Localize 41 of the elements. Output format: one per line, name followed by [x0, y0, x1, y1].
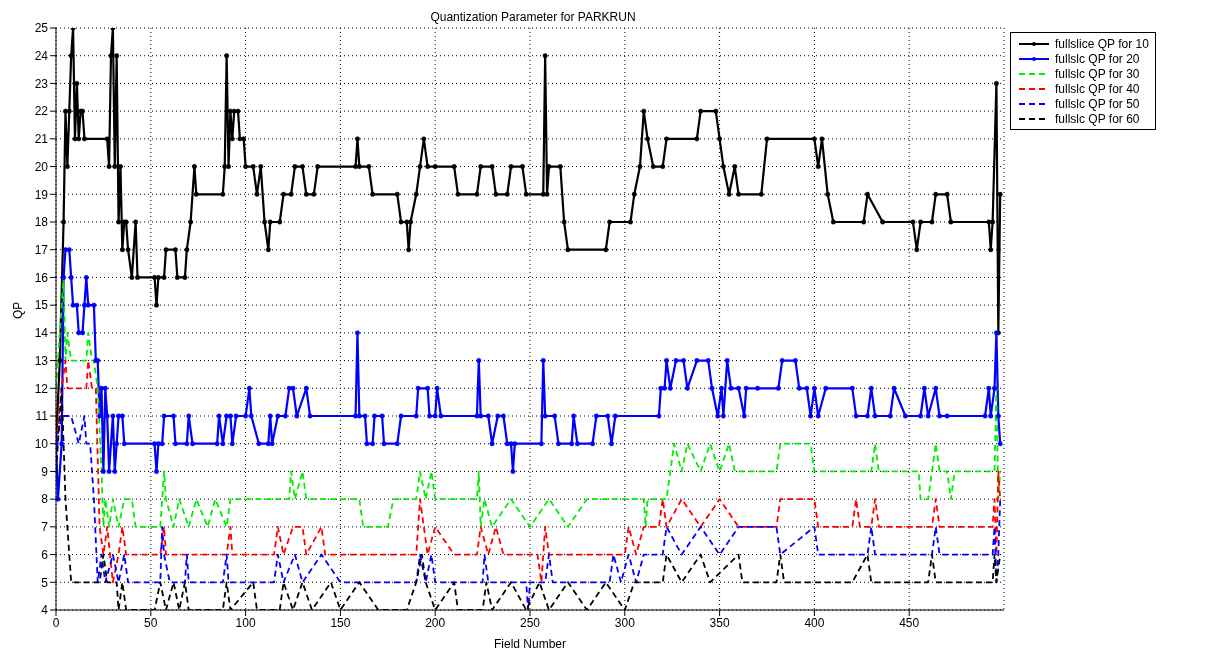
- y-tick-label: 13: [34, 353, 49, 368]
- y-tick-label: 15: [34, 298, 49, 313]
- legend-label: fullslc QP for 40: [1055, 81, 1140, 96]
- y-tick-label: 18: [34, 215, 49, 230]
- y-tick-label: 14: [34, 326, 49, 341]
- x-tick-label: 350: [709, 615, 730, 630]
- y-tick-label: 25: [34, 21, 49, 36]
- y-tick-label: 22: [34, 104, 49, 119]
- y-axis-title: QP: [11, 301, 26, 319]
- x-tick-label: 100: [235, 615, 256, 630]
- x-tick-label: 400: [804, 615, 825, 630]
- y-tick-label: 10: [34, 436, 49, 451]
- x-tick-label: 300: [614, 615, 636, 630]
- legend-label: fullslc QP for 60: [1055, 111, 1140, 126]
- y-tick-label: 16: [34, 270, 49, 285]
- y-tick-label: 8: [41, 492, 49, 507]
- x-axis-title: Field Number: [493, 637, 567, 651]
- y-tick-label: 23: [34, 76, 49, 91]
- x-tick-label: 0: [52, 615, 60, 630]
- y-tick-label: 20: [34, 159, 49, 174]
- legend-label: fullslc QP for 50: [1055, 96, 1140, 111]
- x-tick-label: 250: [519, 615, 541, 630]
- y-tick-label: 4: [41, 603, 49, 618]
- y-tick-label: 9: [41, 464, 49, 479]
- x-tick-label: 150: [330, 615, 351, 630]
- y-tick-label: 5: [41, 575, 49, 590]
- x-tick-label: 200: [425, 615, 446, 630]
- legend-label: fullslc QP for 20: [1055, 51, 1140, 66]
- y-tick-label: 24: [34, 48, 49, 63]
- y-tick-label: 11: [35, 409, 49, 424]
- y-tick-label: 21: [34, 132, 49, 147]
- y-tick-label: 12: [34, 381, 49, 396]
- x-tick-label: 450: [899, 615, 920, 630]
- legend-label: fullslc QP for 30: [1055, 66, 1140, 81]
- x-tick-label: 50: [144, 615, 158, 630]
- legend-label: fullslice QP for 10: [1055, 36, 1149, 51]
- y-tick-label: 6: [41, 547, 49, 562]
- chart-title: Quantization Parameter for PARKRUN: [429, 10, 637, 24]
- y-tick-label: 7: [41, 520, 49, 535]
- y-tick-label: 17: [34, 242, 49, 257]
- y-tick-label: 19: [34, 187, 49, 202]
